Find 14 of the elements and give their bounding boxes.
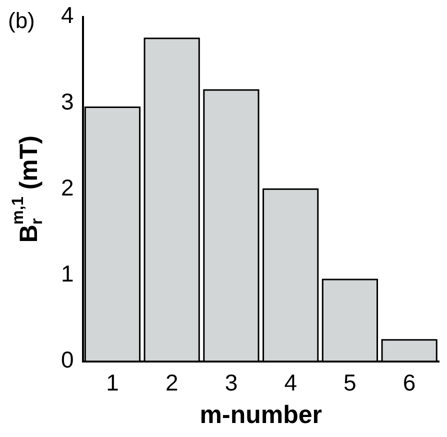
text: (b) bbox=[8, 8, 35, 34]
y-tick-label: 2 bbox=[60, 174, 74, 200]
y-axis-title: Brm,1 (mT) bbox=[9, 136, 46, 243]
x-tick-label: 2 bbox=[165, 370, 178, 396]
x-tick-label: 3 bbox=[224, 370, 238, 396]
x-tick-label: 6 bbox=[402, 370, 416, 396]
x-tick-label: 5 bbox=[344, 370, 356, 396]
x-axis-title: m-number bbox=[200, 400, 322, 429]
x-tick-label: 4 bbox=[284, 370, 298, 396]
x-tick-label: 1 bbox=[106, 370, 119, 396]
y-tick-label: 3 bbox=[60, 88, 74, 114]
y-tick-label: 1 bbox=[60, 260, 74, 287]
y-tick-label: 4 bbox=[60, 2, 74, 28]
y-tick-label: 0 bbox=[60, 346, 74, 373]
